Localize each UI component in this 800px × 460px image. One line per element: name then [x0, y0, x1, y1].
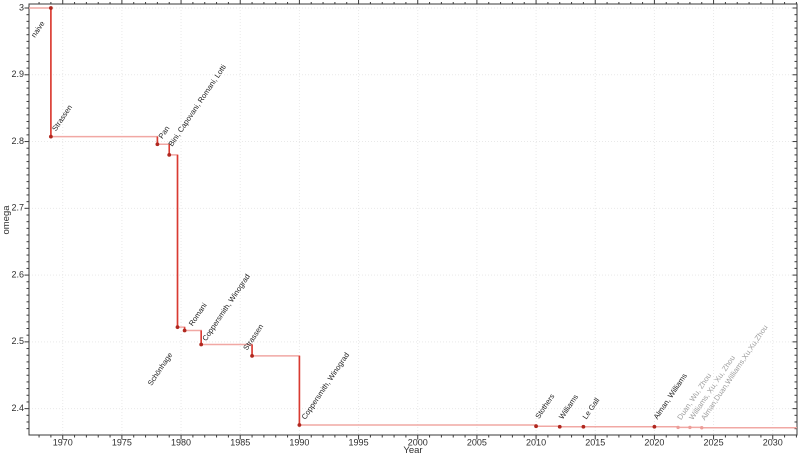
data-point — [182, 328, 187, 333]
axes-layer: 1970 1975 1980 1985 1990 1995 2000 2005 2010 2015… — [11, 0, 798, 447]
point-label: Romani — [187, 301, 209, 328]
data-point — [167, 153, 172, 157]
x-tick-label: 2005 — [467, 437, 487, 447]
point-label: Le Gall — [581, 396, 602, 421]
x-tick-label: 1985 — [230, 437, 250, 447]
y-tick-label: 2.5 — [11, 336, 24, 346]
point-label: Alman,Duan,Williams,Xu,Xu,Zhou — [699, 323, 770, 422]
data-point — [250, 353, 254, 358]
point-label: Coppersmith, Winograd — [300, 351, 352, 421]
data-point — [557, 424, 562, 429]
y-tick-label: 3 — [19, 2, 24, 12]
data-point — [534, 424, 538, 429]
grid-layer — [29, 4, 797, 435]
data-point — [199, 342, 204, 347]
point-label: Bini, Capovani, Romani, Lotti — [166, 63, 228, 148]
x-tick-label: 1970 — [53, 437, 73, 447]
x-tick-label: 1975 — [112, 437, 132, 447]
point-label: Schönhage — [146, 351, 175, 387]
x-tick-label: 1990 — [289, 437, 309, 447]
point-label: Williams — [557, 392, 580, 420]
point-label: Strassen — [50, 103, 74, 133]
y-axis-title: omega — [1, 205, 12, 235]
x-tick-label: 2020 — [644, 437, 664, 447]
data-point — [700, 426, 704, 430]
omega-step-line — [29, 7, 797, 429]
data-point — [175, 325, 180, 330]
x-tick-label: 2000 — [408, 437, 428, 447]
x-tick-label: 2030 — [763, 437, 783, 447]
x-tick-label: 1980 — [171, 437, 191, 447]
point-label: Coppersmith, Winograd — [200, 272, 252, 342]
data-point — [581, 424, 586, 429]
x-tick-label: 2025 — [704, 437, 724, 447]
x-tick-label: 1995 — [349, 437, 369, 447]
y-tick-label: 2.6 — [11, 269, 24, 279]
data-point — [155, 142, 160, 147]
plot-border — [28, 3, 798, 436]
point-label: Strassen — [241, 322, 265, 352]
data-point — [676, 425, 680, 430]
y-tick-label: 2.7 — [11, 203, 24, 213]
data-point — [48, 6, 53, 10]
omega-series — [29, 6, 797, 430]
y-tick-label: 2.8 — [11, 136, 24, 146]
x-axis-title: Year — [403, 445, 422, 456]
point-label: naive — [29, 19, 46, 39]
y-tick-label: 2.4 — [11, 403, 24, 413]
point-label: Stothers — [533, 392, 556, 420]
x-tick-label: 2010 — [526, 437, 546, 447]
y-tick-label: 2.9 — [11, 69, 24, 79]
data-point — [652, 424, 657, 429]
data-point — [48, 134, 53, 139]
data-point — [688, 425, 692, 430]
x-tick-label: 2015 — [585, 437, 605, 447]
data-point — [297, 423, 302, 427]
